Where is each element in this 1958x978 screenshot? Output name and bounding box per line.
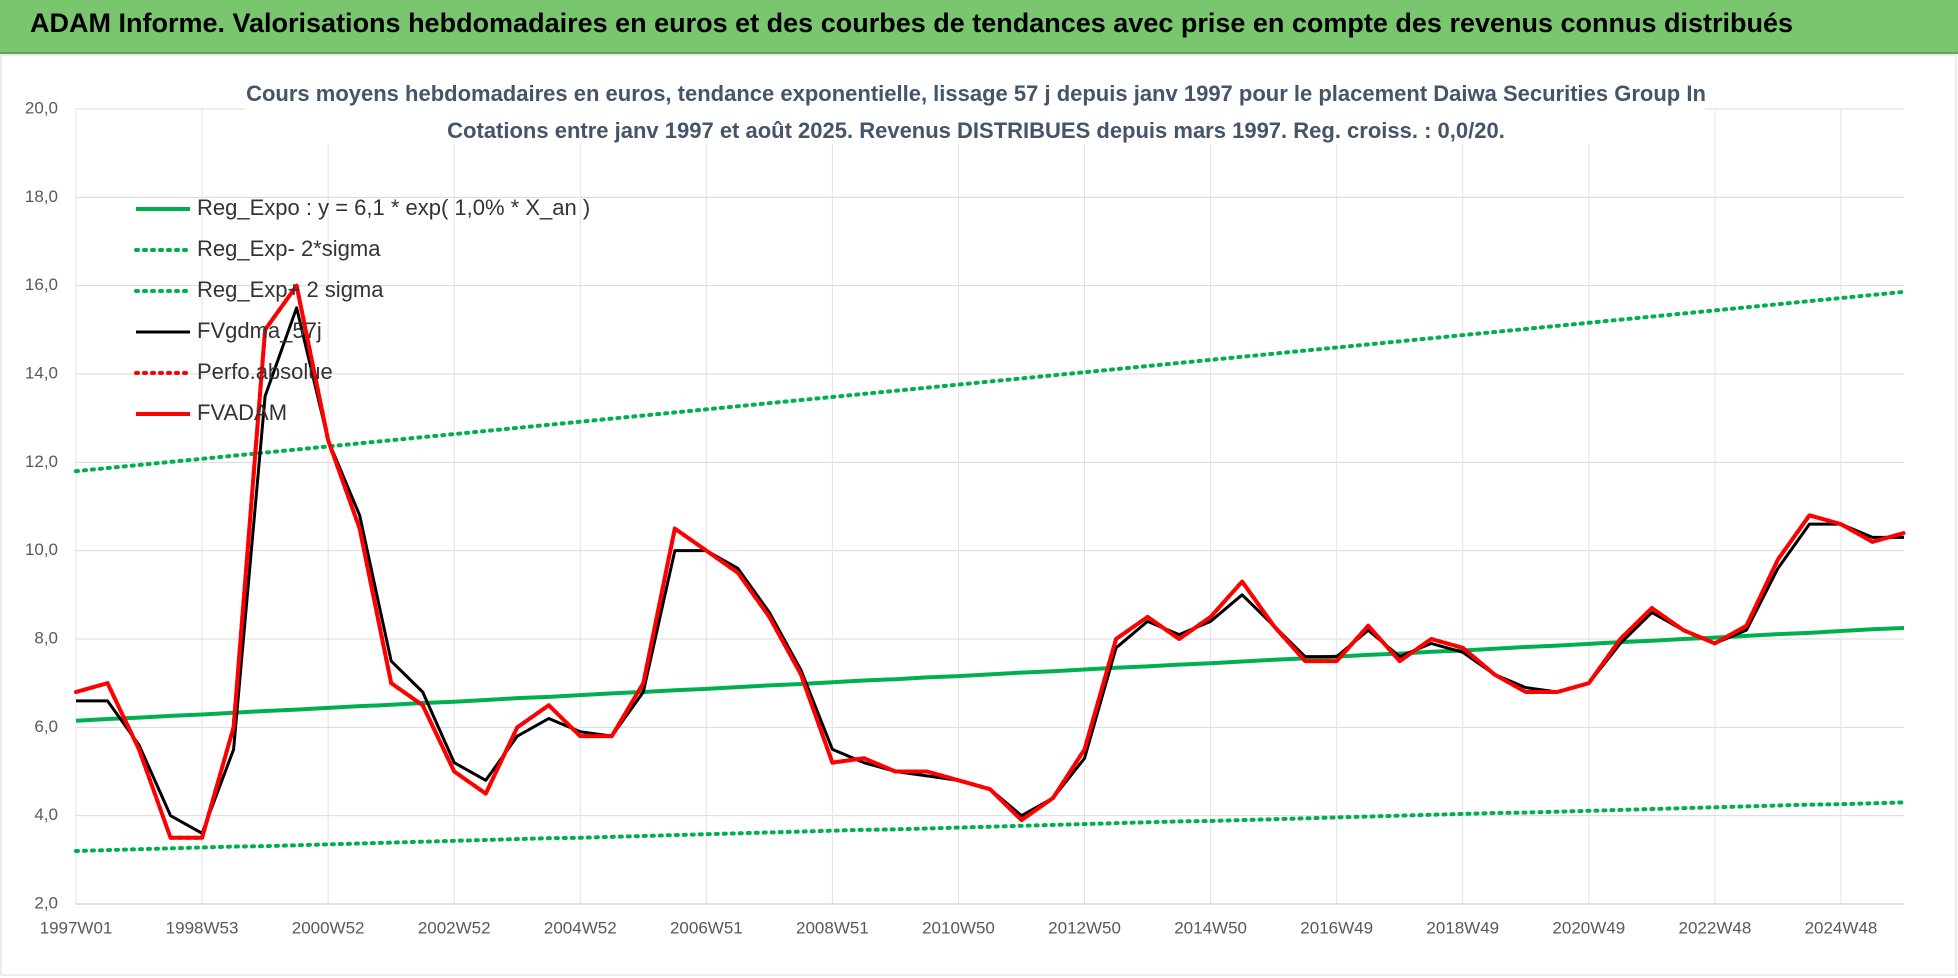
chart-title: Cours moyens hebdomadaires en euros, ten… [246, 81, 1706, 106]
series-line [74, 289, 1906, 474]
x-tick-label: 2022W48 [1679, 918, 1752, 937]
y-tick-label: 2,0 [34, 893, 58, 912]
x-tick-label: 2006W51 [670, 918, 743, 937]
x-tick-label: 2000W52 [292, 918, 365, 937]
chart: Cours moyens hebdomadaires en euros, ten… [0, 54, 1957, 976]
chart-border [0, 54, 1957, 976]
chart-subtitle: Cotations entre janv 1997 et août 2025. … [447, 118, 1505, 143]
x-tick-label: 2016W49 [1300, 918, 1373, 937]
x-tick-label: 2020W49 [1552, 918, 1625, 937]
legend-label: Reg_Exp+ 2 sigma [197, 277, 384, 302]
series-line [74, 800, 1906, 853]
y-tick-label: 14,0 [25, 363, 58, 382]
series-line [76, 306, 1904, 835]
x-tick-label: 2008W51 [796, 918, 869, 937]
y-tick-label: 6,0 [34, 717, 58, 736]
header-title: ADAM Informe. Valorisations hebdomadaire… [30, 8, 1794, 38]
legend-label: Reg_Expo : y = 6,1 * exp( 1,0% * X_an ) [197, 195, 590, 220]
series-line [74, 283, 1906, 840]
x-tick-label: 1998W53 [166, 918, 239, 937]
header: ADAM Informe. Valorisations hebdomadaire… [0, 0, 1958, 54]
y-tick-label: 10,0 [25, 540, 58, 559]
x-tick-label: 2002W52 [418, 918, 491, 937]
legend-label: FVgdma_57j [197, 318, 322, 343]
legend-label: FVADAM [197, 400, 287, 425]
x-tick-label: 2024W48 [1805, 918, 1878, 937]
x-tick-label: 2014W50 [1174, 918, 1247, 937]
y-tick-label: 16,0 [25, 275, 58, 294]
y-tick-label: 8,0 [34, 628, 58, 647]
legend-label: Reg_Exp- 2*sigma [197, 236, 381, 261]
y-tick-label: 12,0 [25, 452, 58, 471]
x-tick-label: 2004W52 [544, 918, 617, 937]
x-tick-label: 2018W49 [1426, 918, 1499, 937]
x-tick-label: 2012W50 [1048, 918, 1121, 937]
series-line [75, 625, 1905, 723]
x-tick-label: 1997W01 [40, 918, 113, 937]
legend-label: Perfo.absolue [197, 359, 333, 384]
x-tick-label: 2010W50 [922, 918, 995, 937]
title-bg [245, 66, 1705, 144]
y-tick-label: 20,0 [25, 98, 58, 117]
series-line [75, 283, 1905, 840]
y-tick-label: 18,0 [25, 187, 58, 206]
y-tick-label: 4,0 [34, 805, 58, 824]
